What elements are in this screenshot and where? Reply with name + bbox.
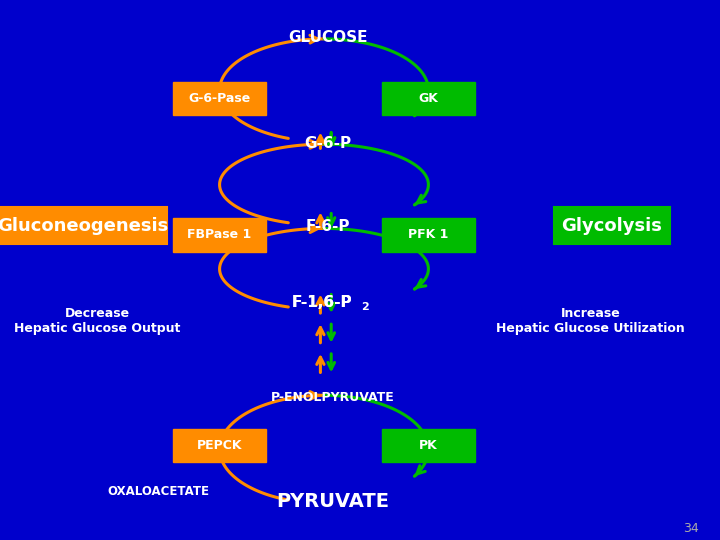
Text: 2: 2 [361,302,369,312]
Text: F-1,6-P: F-1,6-P [292,295,352,310]
FancyBboxPatch shape [173,218,266,252]
Text: PYRUVATE: PYRUVATE [276,491,389,511]
Text: F-6-P: F-6-P [305,219,350,234]
Text: OXALOACETATE: OXALOACETATE [107,485,210,498]
Text: Hepatic Glucose Output: Hepatic Glucose Output [14,322,181,335]
Text: Gluconeogenesis: Gluconeogenesis [0,217,168,235]
Text: G-6-Pase: G-6-Pase [189,92,251,105]
Text: PK: PK [419,439,438,452]
FancyBboxPatch shape [173,429,266,462]
Text: GLUCOSE: GLUCOSE [288,30,367,45]
Text: P-ENOLPYRUVATE: P-ENOLPYRUVATE [271,392,395,404]
Text: Glycolysis: Glycolysis [562,217,662,235]
Text: FBPase 1: FBPase 1 [187,228,252,241]
FancyBboxPatch shape [173,82,266,115]
Text: PFK 1: PFK 1 [408,228,449,241]
Text: 34: 34 [683,522,699,535]
Text: G-6-P: G-6-P [304,136,351,151]
FancyBboxPatch shape [382,429,475,462]
FancyBboxPatch shape [382,218,475,252]
Text: F-1,6-P: F-1,6-P [292,295,352,310]
FancyBboxPatch shape [382,82,475,115]
Text: PEPCK: PEPCK [197,439,243,452]
Text: Decrease: Decrease [65,307,130,320]
Text: Hepatic Glucose Utilization: Hepatic Glucose Utilization [496,322,685,335]
Text: Increase: Increase [561,307,620,320]
FancyBboxPatch shape [0,207,167,244]
Text: GK: GK [418,92,438,105]
FancyBboxPatch shape [554,207,670,244]
